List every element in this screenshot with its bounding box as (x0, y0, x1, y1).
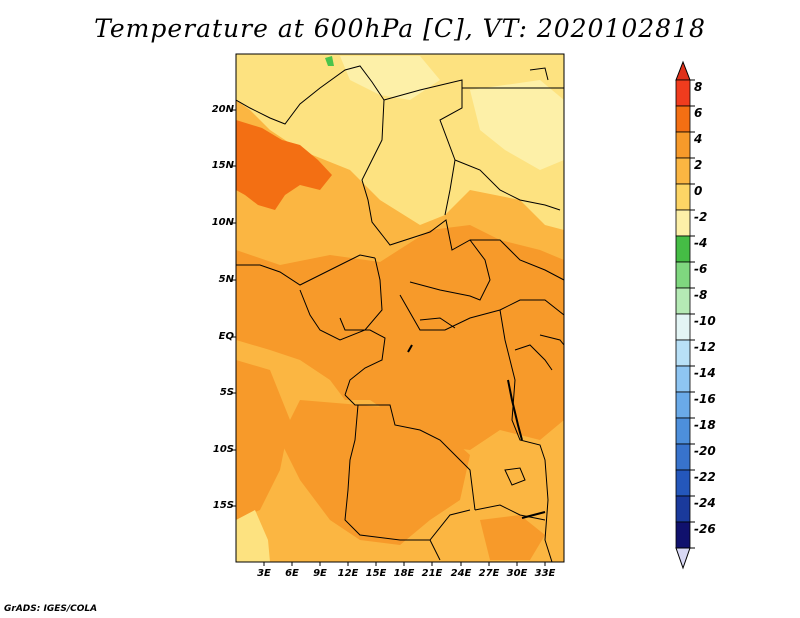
cold-cell-green (325, 56, 334, 66)
colorbar-swatch (675, 183, 691, 211)
lat-label-5s: 5S (219, 387, 234, 398)
lakes (407, 344, 546, 519)
colorbar-swatch (675, 339, 691, 367)
colorbar-swatch (675, 391, 691, 419)
lon-label-9e: 9E (313, 568, 327, 579)
colorbar-label: -14 (694, 366, 716, 380)
lat-label-eq: EQ (218, 331, 234, 342)
lon-label-27e: 27E (478, 568, 500, 579)
lon-label-12e: 12E (337, 568, 359, 579)
lon-label-30e: 30E (506, 568, 528, 579)
colorbar-label: -20 (694, 444, 716, 458)
lon-label-24e: 24E (450, 568, 472, 579)
colorbar-label: -6 (694, 262, 708, 276)
warm-region-southeast (480, 515, 545, 560)
colorbar-ticks (690, 79, 695, 549)
lat-label-20n: 20N (211, 104, 234, 115)
pale-region-north (340, 56, 440, 100)
colorbar-label: 6 (694, 106, 703, 120)
lon-label-3e: 3E (257, 568, 271, 579)
colorbar-label: -16 (694, 392, 716, 406)
colorbar-over-arrow (675, 60, 691, 81)
map-title: Temperature at 600hPa [C], VT: 202010281… (94, 14, 706, 43)
warm-region-south (280, 400, 470, 545)
colorbar-label: -26 (694, 522, 716, 536)
colorbar-swatch (675, 365, 691, 393)
colorbar-swatch (675, 209, 691, 237)
pale-region-northeast (470, 80, 564, 170)
grads-credit: GrADS: IGES/COLA (4, 604, 98, 614)
lat-label-15s: 15S (212, 500, 234, 511)
warm-region-west (236, 360, 290, 520)
colorbar-swatch (675, 313, 691, 341)
lon-label-21e: 21E (421, 568, 443, 579)
map-frame (235, 53, 565, 563)
country-borders (236, 65, 564, 562)
colorbar-label: 8 (694, 80, 703, 94)
colorbar-swatch (675, 131, 691, 159)
lon-label-18e: 18E (393, 568, 415, 579)
colorbar-swatch (675, 495, 691, 523)
colorbar-under-arrow (675, 547, 691, 570)
colorbar-swatch (675, 235, 691, 263)
lon-label-33e: 33E (534, 568, 556, 579)
colorbar-swatch (675, 443, 691, 471)
colorbar-label: -24 (694, 496, 716, 510)
colorbar-swatch (675, 157, 691, 185)
colorbar-label: -4 (694, 236, 708, 250)
colorbar-label: -8 (694, 288, 708, 302)
colorbar-swatch (675, 521, 691, 549)
colorbar-label: -18 (694, 418, 716, 432)
lat-label-15n: 15N (211, 160, 234, 171)
colorbar-swatch (675, 417, 691, 445)
colorbar-swatch (675, 79, 691, 107)
lat-label-10n: 10N (211, 217, 234, 228)
colorbar-label: -22 (694, 470, 716, 484)
lat-label-5n: 5N (218, 274, 234, 285)
lon-label-6e: 6E (285, 568, 299, 579)
colorbar-swatch (675, 261, 691, 289)
hot-region-west-africa (236, 120, 332, 210)
lon-label-15e: 15E (365, 568, 387, 579)
colorbar-label: -12 (694, 340, 716, 354)
colorbar-label: -10 (694, 314, 716, 328)
colorbar-label: -2 (694, 210, 708, 224)
colorbar (675, 60, 691, 570)
colorbar-swatch (675, 469, 691, 497)
lat-label-10s: 10S (212, 444, 234, 455)
warm-region-central (236, 225, 564, 450)
colorbar-swatch (675, 105, 691, 133)
colorbar-label: 0 (694, 184, 703, 198)
colorbar-label: 4 (694, 132, 703, 146)
colorbar-label: 2 (694, 158, 703, 172)
temperature-map (236, 54, 564, 562)
colorbar-swatch (675, 287, 691, 315)
cool-region-southwest-coast (236, 510, 270, 562)
